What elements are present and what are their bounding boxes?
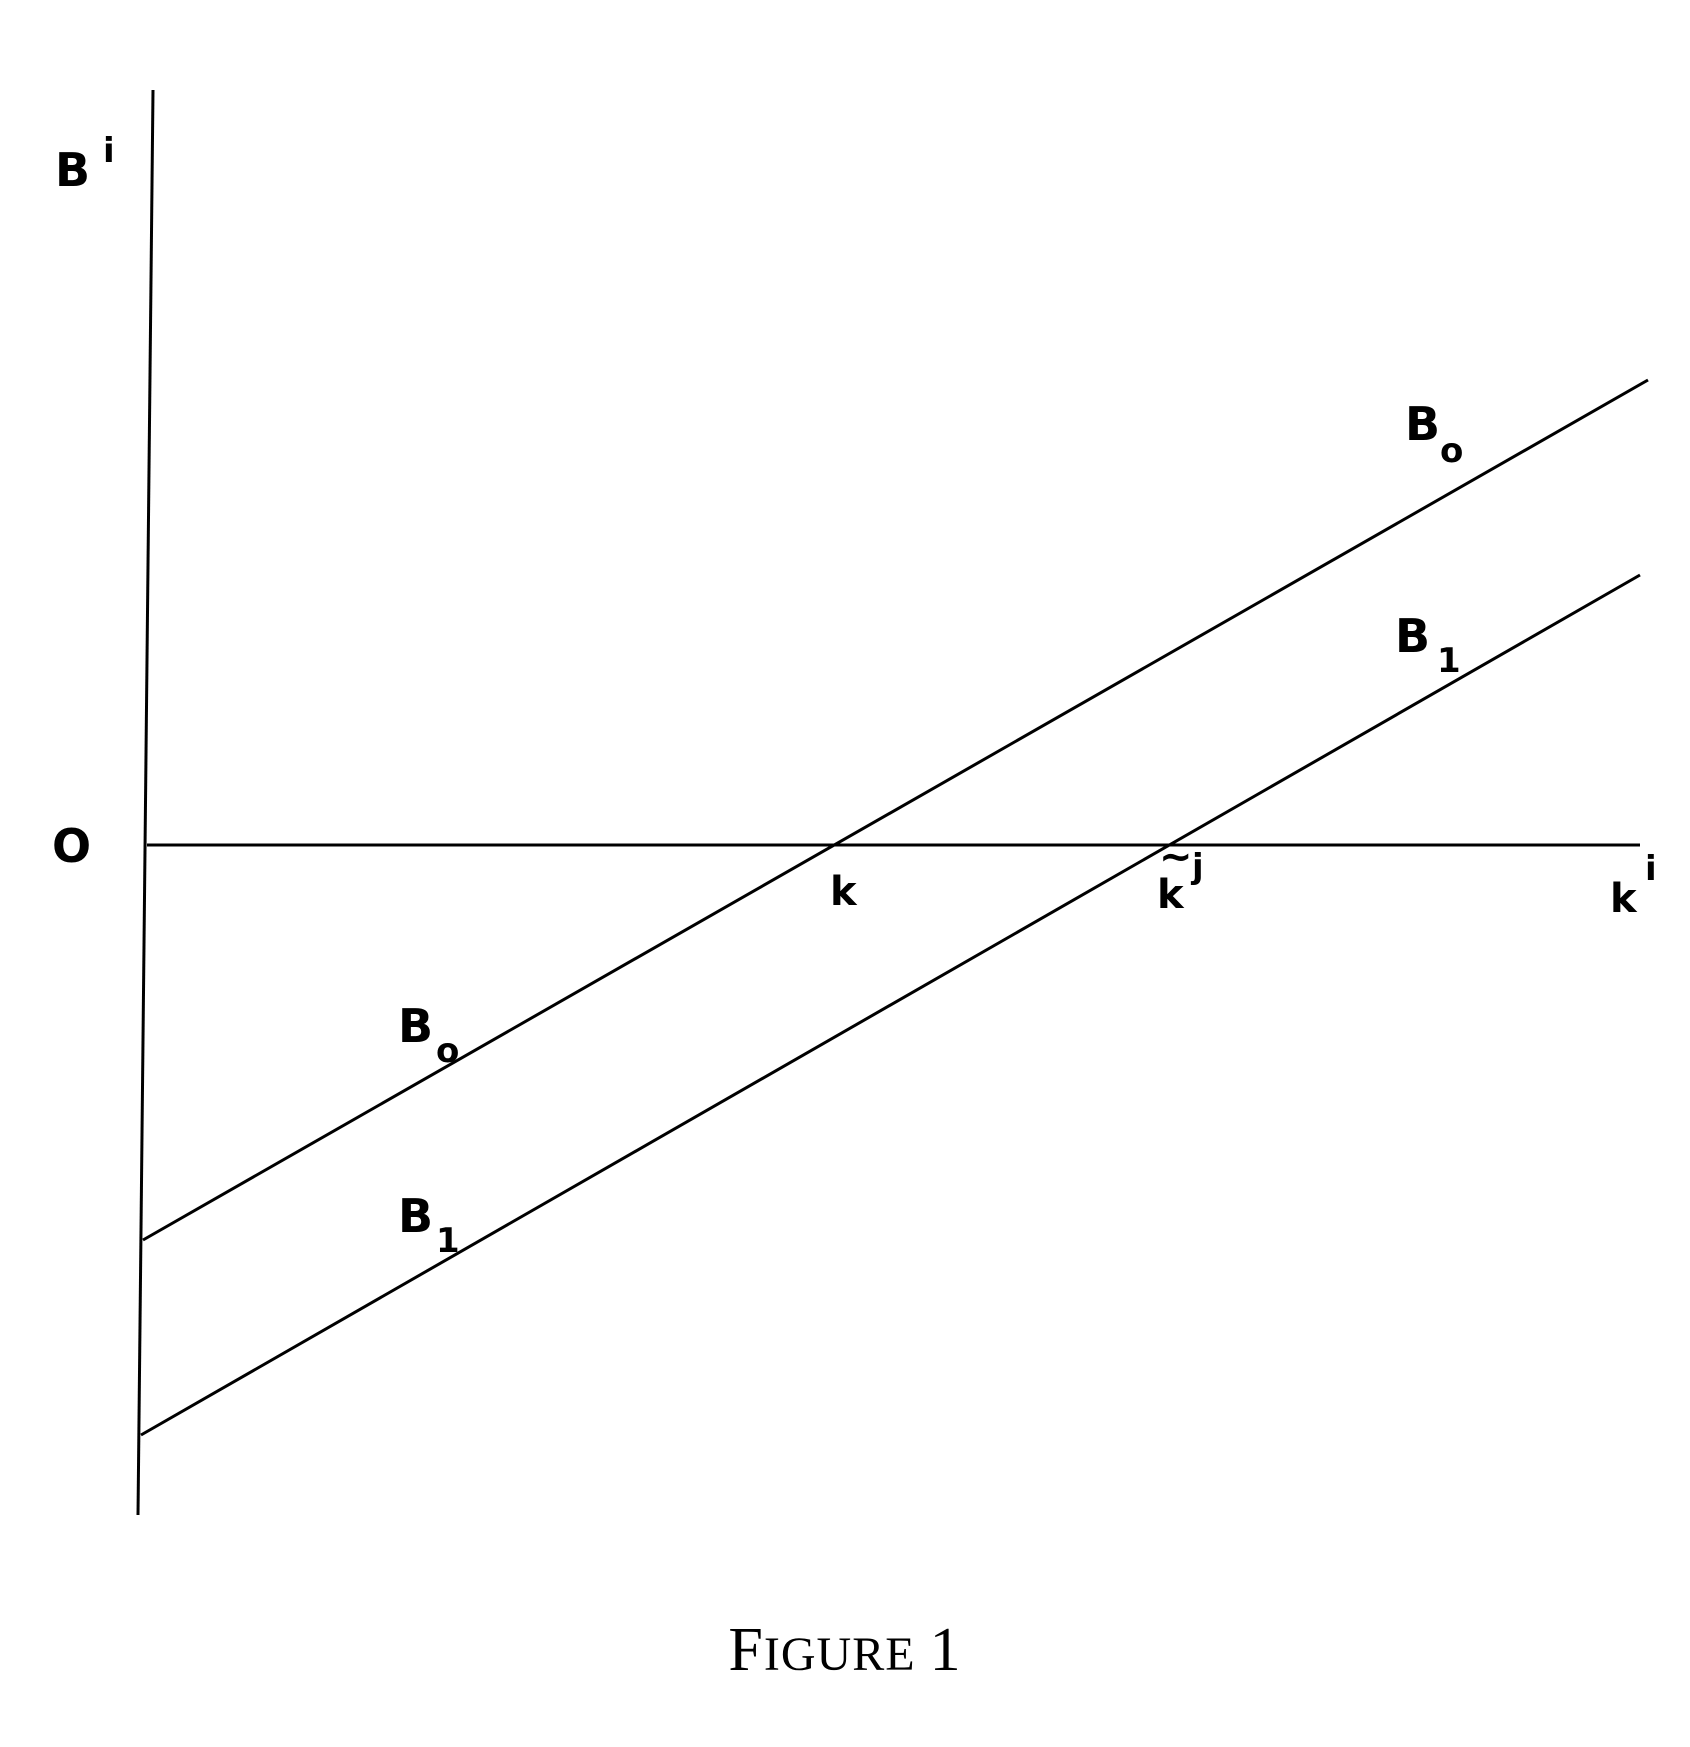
- line-b1: [140, 573, 1641, 1437]
- caption-number: 1: [930, 1616, 962, 1684]
- line-b1-label-upper-base: B: [1395, 609, 1430, 663]
- line-b1-label-lower-base: B: [398, 1189, 433, 1243]
- figure-caption: FIGURE 1: [728, 1616, 961, 1684]
- x-axis-label-sup: i: [1645, 849, 1657, 889]
- origin-label: O: [52, 819, 91, 873]
- y-axis-label-base: B: [55, 143, 90, 197]
- x-axis-label: k i: [1610, 849, 1657, 922]
- line-b0: [142, 378, 1649, 1242]
- line-b0-label-lower-sub: o: [436, 1031, 459, 1071]
- line-b0-label-lower: B o: [398, 999, 459, 1071]
- caption-rest: IGURE: [764, 1628, 916, 1681]
- line-b0-label-lower-base: B: [398, 999, 433, 1053]
- caption-first-letter: F: [728, 1616, 763, 1684]
- y-axis-label-sup: i: [103, 131, 115, 171]
- point-kj-label-tilde: ~: [1159, 834, 1193, 880]
- point-kj-label-sup: j: [1190, 847, 1204, 887]
- x-axis-label-base: k: [1610, 876, 1638, 922]
- line-b1-label-lower-sub: 1: [436, 1221, 460, 1261]
- line-b0-label-upper-sub: o: [1440, 431, 1463, 471]
- line-b1-label-lower: B 1: [398, 1189, 460, 1261]
- y-axis-label: B i: [55, 131, 115, 197]
- point-k-label: k: [830, 869, 858, 915]
- y-axis: [136, 89, 155, 1516]
- point-kj-label: k ~ j: [1157, 834, 1204, 918]
- line-b0-label-upper: B o: [1405, 397, 1463, 471]
- line-b1-label-upper-sub: 1: [1437, 641, 1461, 681]
- point-kj-label-base: k: [1157, 872, 1185, 918]
- line-b1-label-upper: B 1: [1395, 609, 1461, 681]
- line-b0-label-upper-base: B: [1405, 397, 1440, 451]
